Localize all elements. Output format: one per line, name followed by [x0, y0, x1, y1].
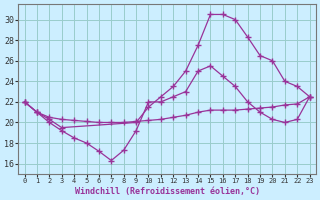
X-axis label: Windchill (Refroidissement éolien,°C): Windchill (Refroidissement éolien,°C) [75, 187, 260, 196]
